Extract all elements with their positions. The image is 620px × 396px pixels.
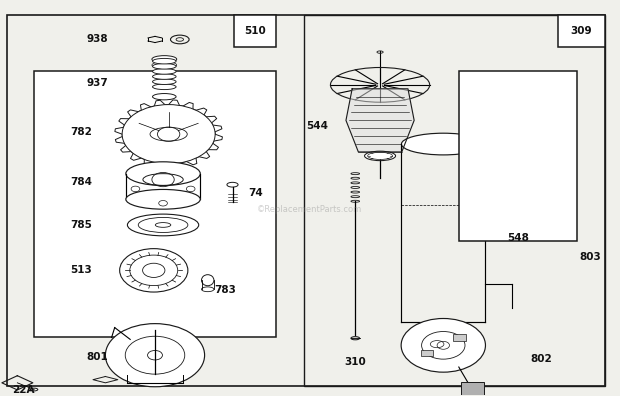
Text: 548: 548 <box>507 233 529 243</box>
Ellipse shape <box>494 96 541 109</box>
Text: 802: 802 <box>530 354 552 364</box>
Bar <box>34 71 276 337</box>
Text: 310: 310 <box>344 357 366 367</box>
Circle shape <box>122 105 215 164</box>
Text: 801: 801 <box>87 352 108 362</box>
Ellipse shape <box>202 287 214 291</box>
Ellipse shape <box>126 189 200 209</box>
Bar <box>234 15 276 47</box>
Ellipse shape <box>365 151 396 161</box>
Bar <box>558 15 605 47</box>
Ellipse shape <box>126 162 200 185</box>
Circle shape <box>401 318 485 372</box>
Bar <box>421 350 433 356</box>
Text: 803: 803 <box>580 251 601 261</box>
Ellipse shape <box>401 133 485 155</box>
Polygon shape <box>346 89 414 152</box>
Circle shape <box>120 249 188 292</box>
Ellipse shape <box>153 93 176 100</box>
Ellipse shape <box>202 275 214 286</box>
Text: 513: 513 <box>70 265 92 275</box>
Ellipse shape <box>128 214 198 236</box>
Ellipse shape <box>494 198 541 212</box>
Bar <box>453 334 466 341</box>
Text: 782: 782 <box>70 127 92 137</box>
Text: 22A: 22A <box>12 385 35 395</box>
Ellipse shape <box>153 84 176 89</box>
Text: 937: 937 <box>87 78 108 88</box>
Text: ©ReplacementParts.com: ©ReplacementParts.com <box>257 205 363 214</box>
Text: 784: 784 <box>70 177 92 187</box>
Ellipse shape <box>153 69 176 74</box>
Ellipse shape <box>153 79 176 84</box>
Text: 785: 785 <box>70 220 92 230</box>
Ellipse shape <box>152 56 177 63</box>
Bar <box>461 382 484 395</box>
Ellipse shape <box>153 74 176 79</box>
Ellipse shape <box>494 175 541 188</box>
Text: 510: 510 <box>244 26 266 36</box>
Ellipse shape <box>494 120 541 133</box>
Ellipse shape <box>153 58 176 64</box>
Text: 783: 783 <box>214 285 236 295</box>
Bar <box>459 71 577 241</box>
Ellipse shape <box>153 63 176 69</box>
Text: 544: 544 <box>307 121 329 131</box>
Text: 309: 309 <box>571 26 592 36</box>
Ellipse shape <box>152 61 177 69</box>
Ellipse shape <box>227 182 238 187</box>
Circle shape <box>105 324 205 387</box>
Bar <box>304 15 605 386</box>
Text: 74: 74 <box>248 188 263 198</box>
Text: 938: 938 <box>87 34 108 44</box>
